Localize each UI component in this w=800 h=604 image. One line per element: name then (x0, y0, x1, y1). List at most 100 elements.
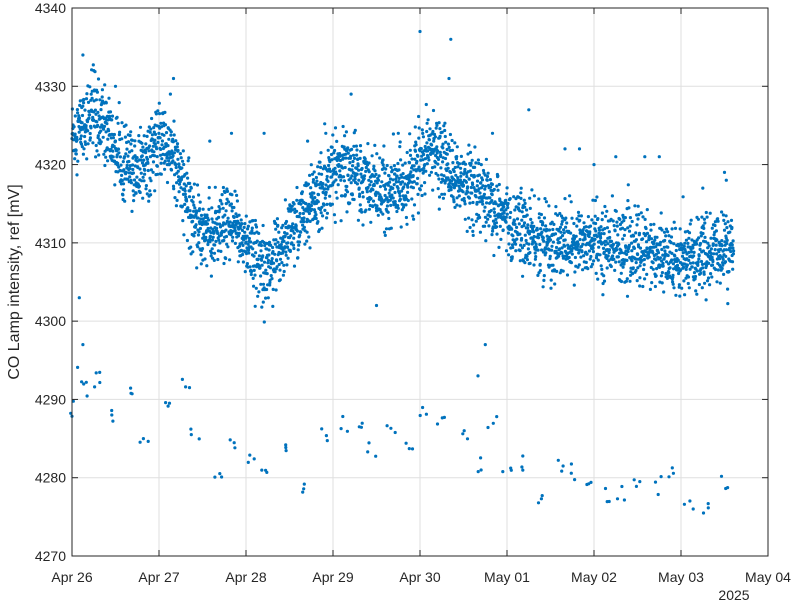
data-point (577, 263, 581, 267)
data-point (621, 237, 625, 241)
data-point (475, 184, 479, 188)
data-point (206, 218, 211, 222)
data-point (507, 253, 511, 257)
data-point (606, 242, 610, 246)
data-point (492, 210, 497, 214)
data-point (218, 241, 222, 245)
data-point (725, 226, 729, 230)
data-point (103, 163, 107, 168)
data-point (473, 165, 477, 169)
data-point (322, 203, 326, 207)
data-point (430, 132, 434, 136)
lower-cluster-point (461, 432, 465, 436)
data-point (460, 180, 464, 185)
data-point (456, 189, 461, 193)
data-point (205, 264, 209, 268)
data-point (299, 230, 303, 234)
data-point (622, 260, 626, 264)
data-point (643, 277, 647, 281)
data-point (113, 139, 117, 143)
data-point (218, 207, 222, 211)
data-point (647, 238, 651, 242)
data-point (462, 196, 466, 201)
data-point (660, 281, 664, 285)
data-point (547, 265, 551, 269)
lower-cluster-point (325, 439, 329, 443)
x-tick-label: May 03 (658, 569, 704, 585)
data-point (316, 165, 320, 169)
data-point (224, 209, 228, 213)
data-point (95, 90, 99, 94)
data-point (82, 97, 86, 102)
lower-cluster-point (670, 466, 674, 470)
data-point (455, 196, 459, 200)
data-point (441, 142, 445, 146)
data-point (352, 197, 356, 202)
data-point (145, 192, 149, 196)
data-point (75, 135, 79, 139)
data-point (626, 183, 630, 187)
data-point (85, 157, 89, 161)
data-point (488, 196, 492, 200)
data-point (440, 192, 444, 196)
data-point (661, 261, 665, 265)
data-point (677, 285, 681, 289)
lower-cluster-point (539, 497, 544, 501)
data-point (96, 123, 100, 127)
data-point (367, 178, 371, 182)
data-point (343, 165, 347, 170)
data-point (668, 266, 672, 270)
data-point (690, 238, 694, 242)
data-point (323, 208, 327, 212)
data-point (259, 249, 263, 253)
data-point (625, 252, 629, 256)
data-point (140, 161, 145, 165)
data-point (520, 246, 525, 250)
data-point (343, 193, 347, 197)
data-point (159, 121, 163, 125)
data-point (376, 178, 381, 182)
data-point (401, 163, 405, 167)
data-point (394, 177, 398, 181)
data-point (212, 251, 217, 255)
data-point (323, 187, 327, 191)
data-point (271, 250, 275, 254)
data-point (685, 263, 690, 267)
data-point (333, 126, 338, 130)
data-point (591, 198, 595, 202)
data-point (314, 216, 318, 221)
data-point (518, 259, 522, 263)
data-point (386, 210, 390, 214)
data-point (702, 272, 706, 276)
data-point (222, 238, 226, 243)
data-point (459, 166, 463, 170)
data-point (159, 161, 163, 165)
data-point (542, 216, 547, 220)
data-point (712, 252, 716, 256)
data-point (557, 254, 561, 258)
data-point (427, 138, 431, 142)
data-point (226, 200, 231, 204)
data-point (484, 239, 488, 243)
data-point (177, 162, 181, 166)
data-point (551, 263, 555, 267)
data-point (471, 229, 475, 233)
data-point (624, 279, 629, 283)
data-point (193, 206, 197, 210)
data-point (367, 170, 371, 174)
data-point (490, 193, 494, 197)
data-point (350, 147, 354, 151)
data-point (724, 248, 729, 252)
data-point (207, 185, 211, 190)
data-point (305, 230, 309, 234)
data-point (282, 239, 286, 243)
data-point (233, 226, 237, 230)
data-point (124, 123, 128, 127)
data-point (463, 167, 467, 172)
data-point (523, 201, 527, 205)
data-point (480, 178, 485, 182)
data-point (570, 216, 574, 220)
data-point (313, 196, 317, 200)
data-point (383, 171, 387, 175)
data-point (110, 118, 114, 122)
